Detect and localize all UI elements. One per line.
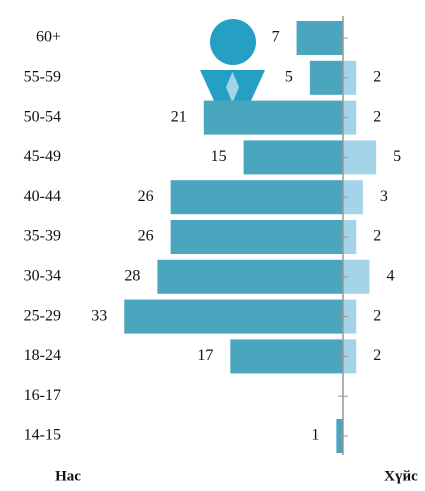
bar (309, 60, 343, 95)
category-label: 16-17 (24, 387, 61, 404)
value-label: 1 (311, 427, 319, 444)
bar (343, 100, 357, 135)
bar (343, 60, 357, 95)
bar (343, 299, 357, 334)
icon-tie (226, 72, 239, 103)
bar (243, 140, 343, 175)
category-label: 60+ (36, 29, 61, 46)
value-label: 5 (393, 148, 401, 165)
y-axis-title: Нас (55, 468, 81, 484)
value-label: 15 (211, 148, 227, 165)
bar (124, 299, 343, 334)
value-label: 17 (197, 347, 213, 364)
category-label: 55-59 (24, 68, 61, 85)
value-label: 2 (373, 347, 381, 364)
value-label: 4 (387, 267, 395, 284)
bar (230, 339, 343, 374)
bar (170, 180, 343, 215)
value-label: 2 (373, 307, 381, 324)
value-label: 2 (373, 108, 381, 125)
category-label: 25-29 (24, 307, 61, 324)
bar (343, 339, 357, 374)
value-label: 26 (138, 188, 154, 205)
category-label: 45-49 (24, 148, 61, 165)
value-label: 2 (373, 68, 381, 85)
category-label: 30-34 (24, 267, 61, 284)
value-label: 28 (124, 267, 140, 284)
bar (203, 100, 343, 135)
bar (343, 140, 377, 175)
icon-head (210, 19, 256, 65)
value-label: 21 (171, 108, 187, 125)
category-label: 18-24 (24, 347, 61, 364)
x-axis-title: Хүйс (384, 468, 418, 484)
category-label: 40-44 (24, 188, 61, 205)
value-label: 33 (91, 307, 107, 324)
category-label: 50-54 (24, 108, 61, 125)
bar (296, 21, 343, 55)
bar (343, 220, 357, 254)
value-label: 26 (138, 228, 154, 245)
category-label: 14-15 (24, 427, 61, 444)
value-label: 7 (272, 29, 280, 46)
person-icon (200, 19, 265, 103)
bar (343, 180, 363, 215)
bar (157, 259, 343, 294)
value-label: 3 (380, 188, 388, 205)
value-label: 5 (285, 68, 293, 85)
category-label: 35-39 (24, 228, 61, 245)
value-label: 2 (373, 228, 381, 245)
bar (170, 220, 343, 254)
